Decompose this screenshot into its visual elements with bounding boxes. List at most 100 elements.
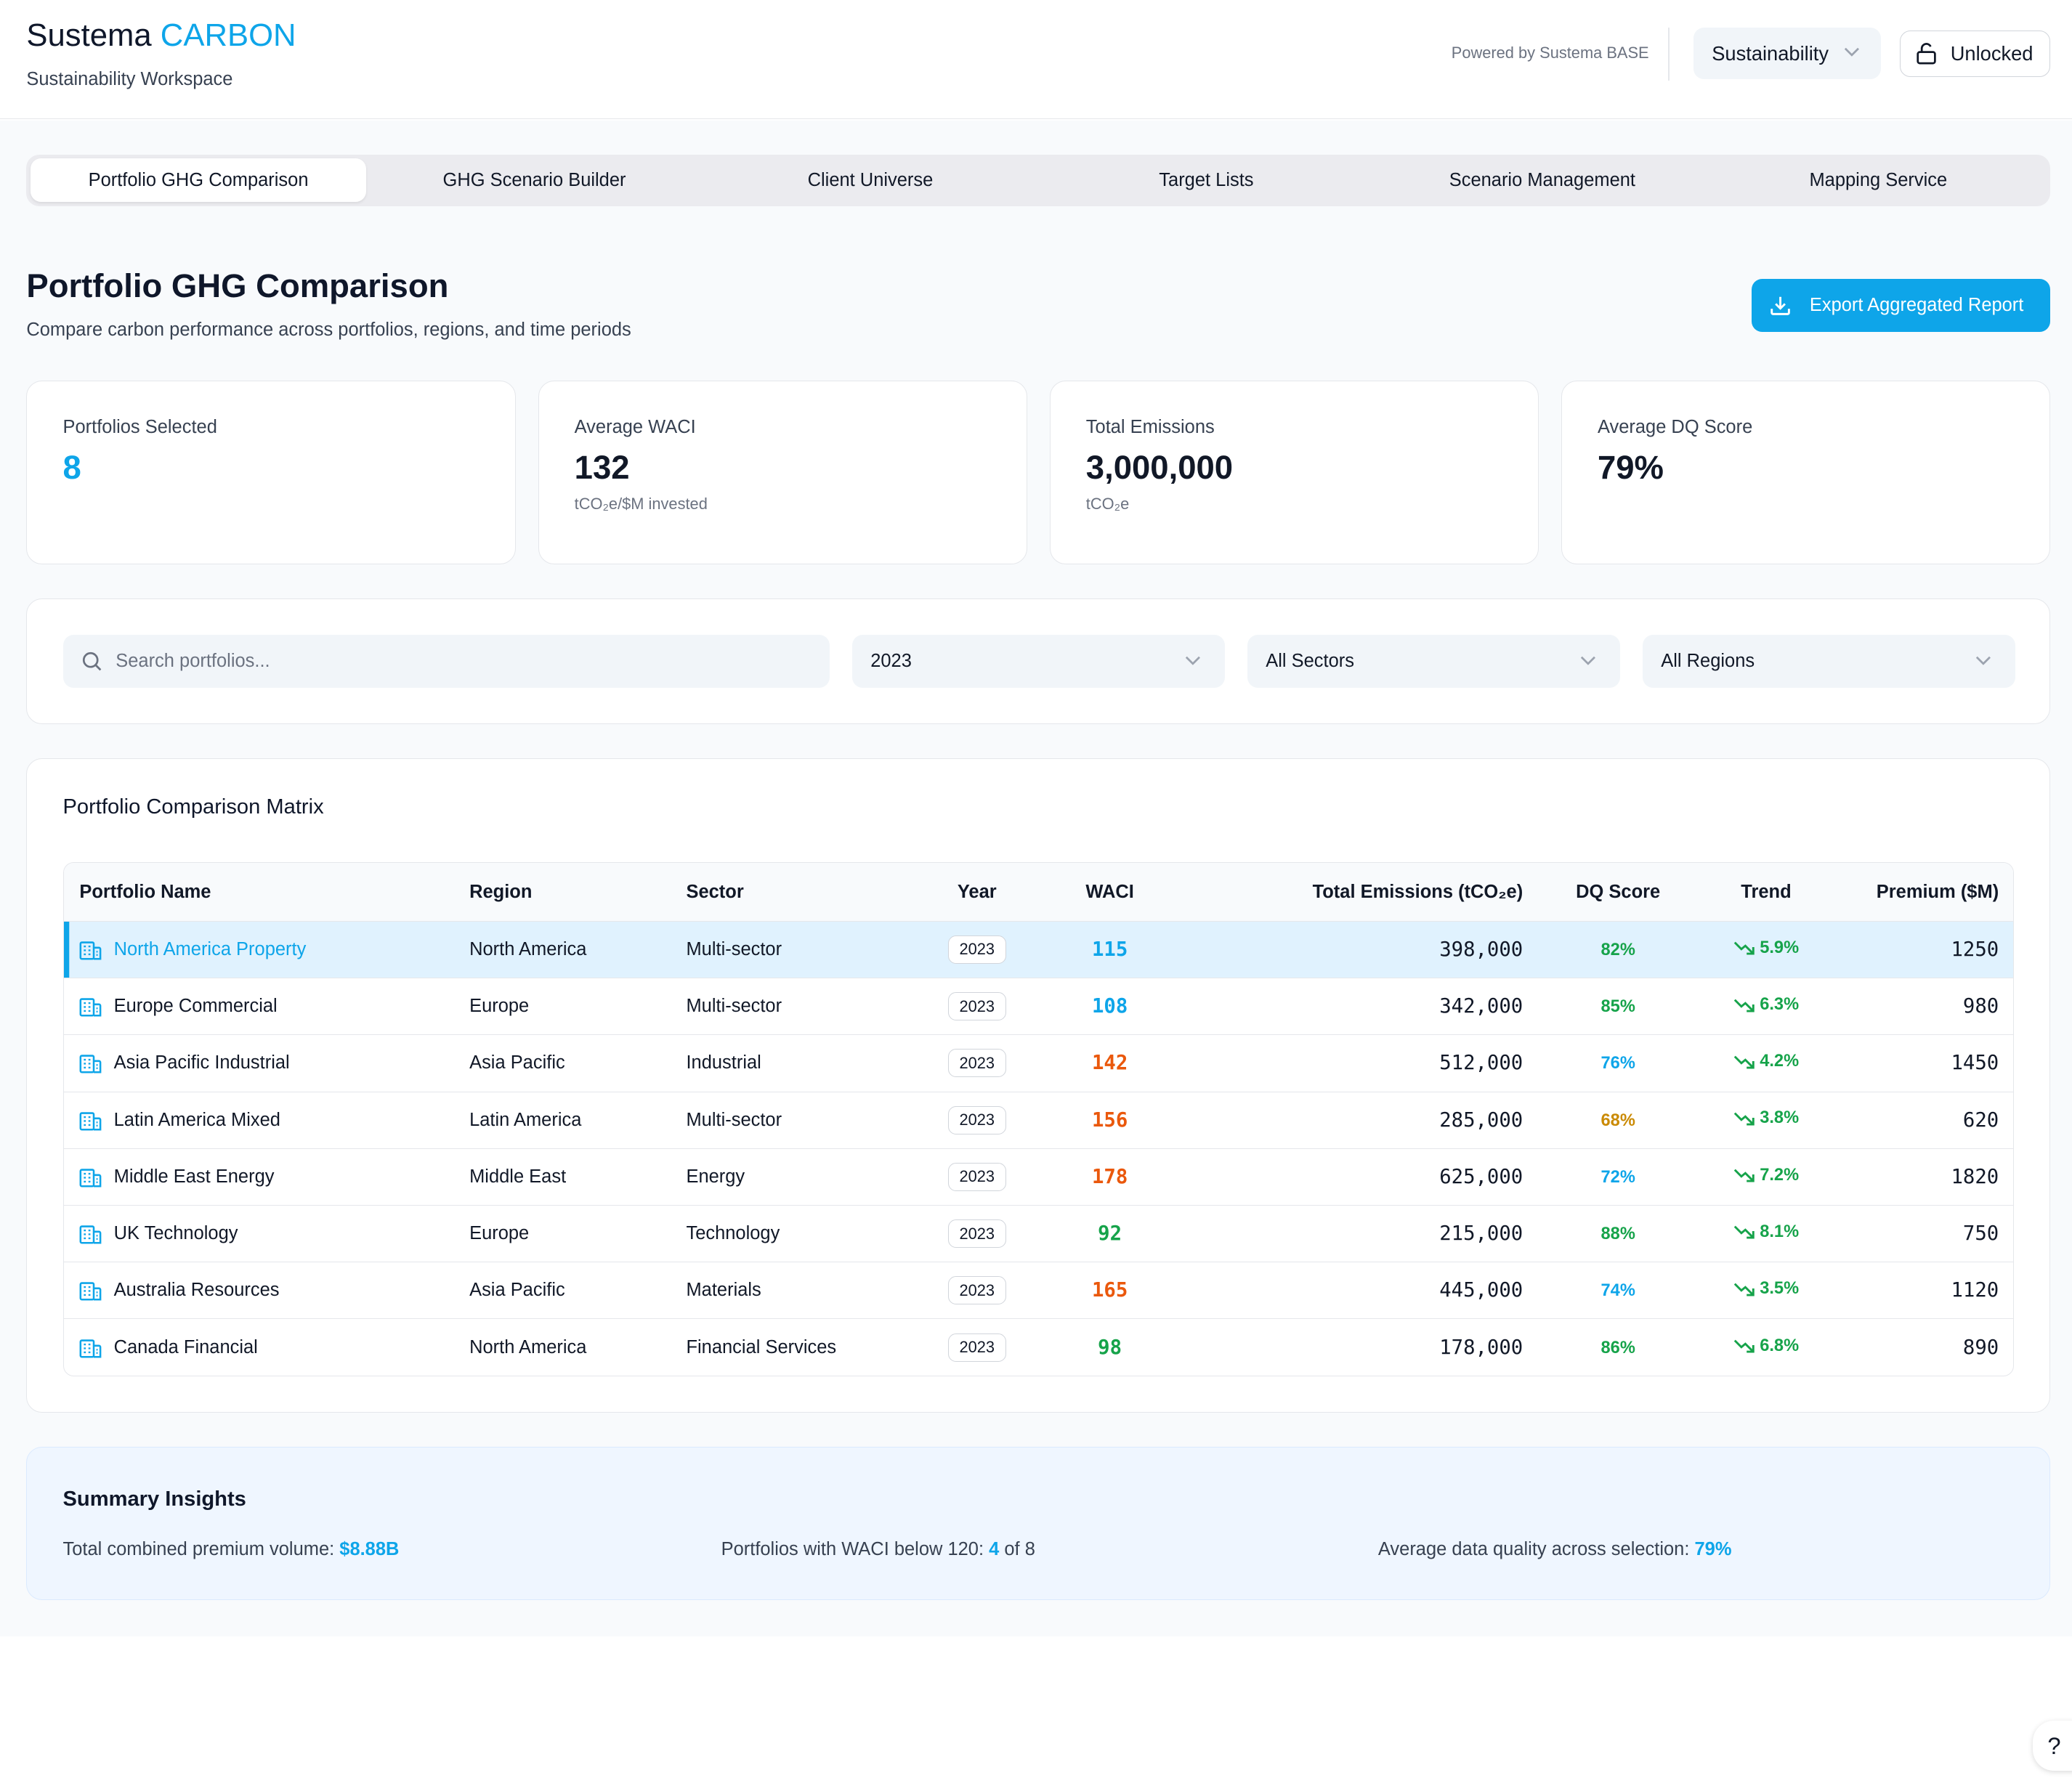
tab-ghg-scenario-builder[interactable]: GHG Scenario Builder <box>442 169 626 190</box>
portfolio-name[interactable]: UK Technology <box>113 1223 238 1244</box>
trend-value: 8.1% <box>1760 1222 1800 1241</box>
waci-value: 92 <box>1098 1222 1122 1246</box>
tab-scenario-management[interactable]: Scenario Management <box>1449 169 1635 190</box>
year-badge: 2023 <box>947 1049 1006 1078</box>
filter-bar: Search portfolios... 2023 All Sectors Al… <box>26 598 2051 725</box>
portfolio-name[interactable]: Canada Financial <box>113 1336 258 1357</box>
column-header[interactable]: Region <box>453 863 671 922</box>
column-header[interactable]: Trend <box>1697 863 1835 922</box>
building-icon <box>79 1339 102 1358</box>
lock-toggle-button[interactable]: Unlocked <box>1899 30 2051 77</box>
table-row[interactable]: North America Property North America Multi… <box>63 921 2014 979</box>
tab-target-lists[interactable]: Target Lists <box>1159 169 1254 190</box>
cell-year: 2023 <box>921 978 1033 1036</box>
year-badge: 2023 <box>947 1333 1006 1362</box>
stat-label: Average DQ Score <box>1597 417 1753 438</box>
chevron-down-icon <box>1186 656 1201 665</box>
column-header[interactable]: Sector <box>670 863 922 922</box>
cell-year: 2023 <box>921 1262 1033 1320</box>
help-button[interactable]: ? <box>2033 1720 2072 1771</box>
stat-label: Average WACI <box>574 417 696 438</box>
column-header[interactable]: WACI <box>1032 863 1188 922</box>
building-icon <box>79 998 102 1017</box>
tab-portfolio-ghg-comparison[interactable]: Portfolio GHG Comparison <box>30 158 367 203</box>
cell-sector: Financial Services <box>686 1336 837 1357</box>
trending-down-icon <box>1733 941 1755 955</box>
sector-select[interactable]: All Sectors <box>1247 635 1620 689</box>
portfolio-name[interactable]: Australia Resources <box>113 1280 280 1301</box>
cell-waci: 156 <box>1032 1092 1188 1149</box>
insight-label: Total combined premium volume: <box>62 1538 340 1559</box>
table-row[interactable]: Canada Financial North America Financial S… <box>64 1319 2014 1376</box>
cell-year: 2023 <box>921 1092 1033 1149</box>
cell-year: 2023 <box>921 921 1033 979</box>
portfolio-name[interactable]: North America Property <box>113 938 307 959</box>
cell-sector: Industrial <box>670 1034 922 1092</box>
tab-client-universe[interactable]: Client Universe <box>807 169 934 190</box>
table-row[interactable]: Latin America Mixed Latin America Multi-se… <box>63 1092 2014 1149</box>
cell-portfolio-name: North America Property <box>63 921 454 979</box>
comparison-matrix-card: Portfolio Comparison Matrix Portfolio Na… <box>26 758 2051 1413</box>
year-select[interactable]: 2023 <box>851 635 1225 689</box>
dq-value: 88% <box>1600 1225 1635 1244</box>
column-header[interactable]: Total Emissions (tCO₂e) <box>1187 863 1539 922</box>
lock-label: Unlocked <box>1950 41 2033 65</box>
table-row[interactable]: Australia Resources Asia Pacific Materials… <box>63 1262 2014 1320</box>
cell-trend: 8.1% <box>1697 1205 1835 1263</box>
unlock-icon <box>1917 43 1937 65</box>
cell-emissions: 285,000 <box>1187 1092 1539 1149</box>
export-report-button[interactable]: Export Aggregated Report <box>1751 278 2051 332</box>
trend-value: 3.8% <box>1760 1108 1800 1128</box>
table-row[interactable]: UK Technology Europe Technology 2023 92 215,0… <box>63 1205 2014 1263</box>
tab-mapping-service[interactable]: Mapping Service <box>1809 169 1948 190</box>
cell-waci: 92 <box>1032 1205 1188 1263</box>
portfolio-name[interactable]: Europe Commercial <box>113 996 278 1017</box>
powered-by: Powered by Sustema BASE <box>1451 44 1649 62</box>
insight-label: Average data quality across selection: <box>1377 1538 1695 1559</box>
stat-unit: tCO₂e/$M invested <box>574 494 708 513</box>
cell-waci: 98 <box>1032 1319 1187 1376</box>
insights-title: Summary Insights <box>62 1487 246 1511</box>
dq-value: 85% <box>1600 997 1635 1017</box>
trend-value: 6.3% <box>1760 994 1800 1014</box>
trend-value: 4.2% <box>1760 1052 1800 1071</box>
column-header[interactable]: DQ Score <box>1539 863 1698 922</box>
brand-main: Sustema <box>26 17 152 53</box>
comparison-table: Portfolio Name Region Sector Year WACI T… <box>62 862 2015 1377</box>
portfolio-name[interactable]: Middle East Energy <box>113 1166 275 1187</box>
stat-label: Total Emissions <box>1085 417 1215 438</box>
column-header[interactable]: Portfolio Name <box>63 863 454 922</box>
table-row[interactable]: Middle East Energy Middle East Energy 2023 1… <box>63 1148 2014 1206</box>
workspace-select[interactable]: Sustainability <box>1693 28 1882 80</box>
cell-region: Asia Pacific <box>453 1262 671 1320</box>
portfolio-name[interactable]: Latin America Mixed <box>113 1109 280 1130</box>
trending-down-icon <box>1733 1112 1755 1126</box>
column-header[interactable]: Premium ($M) <box>1834 863 2014 922</box>
column-header[interactable]: Year <box>921 863 1033 922</box>
cell-premium: 1450 <box>1834 1034 2014 1092</box>
cell-premium: 980 <box>1834 978 2014 1036</box>
cell-region: North America <box>469 1336 587 1357</box>
waci-value: 178 <box>1091 1165 1128 1188</box>
trending-down-icon <box>1733 1055 1755 1069</box>
table-row[interactable]: Europe Commercial Europe Multi-sector 2023 1… <box>63 978 2014 1036</box>
search-input[interactable]: Search portfolios... <box>62 635 830 689</box>
cell-premium: 1820 <box>1834 1148 2014 1206</box>
stat-card-waci: Average WACI 132 tCO₂e/$M invested <box>538 381 1027 564</box>
cell-emissions: 512,000 <box>1187 1034 1539 1092</box>
workspace-select-value: Sustainability <box>1712 41 1829 65</box>
dq-value: 82% <box>1600 940 1635 959</box>
brand-logo[interactable]: Sustema CARBON <box>26 17 296 54</box>
cell-emissions: 398,000 <box>1187 921 1539 979</box>
stat-value: 132 <box>574 448 630 486</box>
region-select[interactable]: All Regions <box>1642 635 2015 689</box>
main-tabs: Portfolio GHG Comparison GHG Scenario Bu… <box>26 154 2051 206</box>
cell-dq: 74% <box>1539 1262 1698 1320</box>
insight-suffix: of 8 <box>999 1538 1035 1559</box>
cell-portfolio-name: Asia Pacific Industrial <box>63 1034 454 1092</box>
table-row[interactable]: Asia Pacific Industrial Asia Pacific Indus… <box>63 1034 2014 1092</box>
insight-value: $8.88B <box>339 1538 400 1559</box>
portfolio-name[interactable]: Asia Pacific Industrial <box>113 1052 290 1073</box>
cell-sector: Technology <box>670 1205 922 1263</box>
year-badge: 2023 <box>947 935 1006 964</box>
